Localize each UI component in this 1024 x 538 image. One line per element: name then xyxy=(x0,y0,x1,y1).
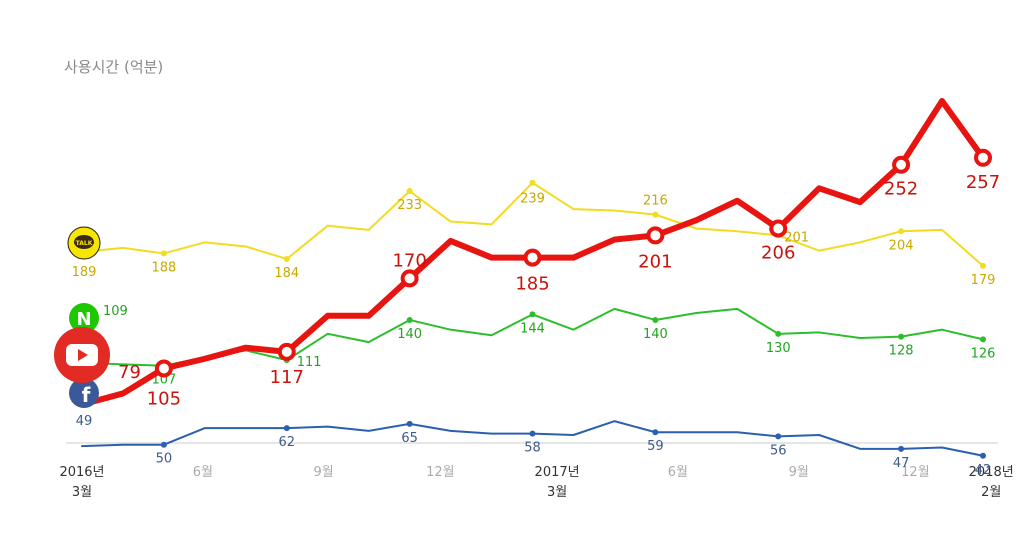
data-point xyxy=(283,255,290,262)
data-point xyxy=(652,429,659,436)
data-point xyxy=(529,179,536,186)
data-label: 170 xyxy=(392,250,426,271)
facebook-icon xyxy=(69,378,99,408)
data-label: 252 xyxy=(884,179,918,200)
chart-title: 사용시간 (억분) xyxy=(64,58,164,76)
data-label: 204 xyxy=(889,238,914,253)
data-label: 201 xyxy=(638,251,672,272)
x-tick-label: 2017년 xyxy=(535,465,580,480)
data-label: 257 xyxy=(966,172,1000,193)
data-point xyxy=(980,336,986,343)
x-tick-label: 3월 xyxy=(547,485,567,500)
x-tick-label: 12월 xyxy=(901,465,930,480)
data-point xyxy=(652,316,659,323)
data-point xyxy=(775,433,782,440)
data-point xyxy=(892,155,911,174)
data-label: 49 xyxy=(76,414,93,429)
data-label: 117 xyxy=(270,367,304,388)
x-tick-label: 2016년 xyxy=(59,465,104,480)
x-tick-label: 3월 xyxy=(72,485,92,500)
data-point xyxy=(775,330,782,337)
data-point xyxy=(283,425,290,432)
data-point xyxy=(406,316,413,323)
data-point xyxy=(769,219,788,238)
x-tick-label: 9월 xyxy=(314,465,334,480)
data-label: 179 xyxy=(971,273,996,288)
data-label: 56 xyxy=(770,443,787,458)
kakaotalk-bubble xyxy=(74,235,94,249)
data-point xyxy=(646,226,665,245)
x-tick-label: 6월 xyxy=(193,465,213,480)
kakaotalk-icon-text: TALK xyxy=(76,240,93,247)
x-tick-label: 9월 xyxy=(789,465,809,480)
data-point xyxy=(898,333,905,340)
data-point xyxy=(160,250,167,257)
x-tick-label: 2월 xyxy=(981,485,1001,500)
data-point xyxy=(974,148,992,167)
data-label: 233 xyxy=(397,198,422,213)
data-point xyxy=(529,430,536,437)
data-label: 42 xyxy=(975,463,992,478)
youtube-play-triangle xyxy=(78,349,88,361)
data-point xyxy=(406,188,413,195)
data-label: 126 xyxy=(971,346,996,361)
naver-icon-text: N xyxy=(76,309,91,330)
data-label: 239 xyxy=(520,192,545,207)
data-label: 50 xyxy=(156,452,173,467)
data-point xyxy=(160,441,167,448)
data-point xyxy=(898,228,905,235)
data-label: 140 xyxy=(643,327,668,342)
facebook-icon-text: f xyxy=(82,383,91,407)
data-label: 216 xyxy=(643,194,668,209)
data-label: 58 xyxy=(524,441,541,456)
data-label: 144 xyxy=(520,321,545,336)
data-label: 140 xyxy=(397,327,422,342)
data-label: 62 xyxy=(278,435,295,450)
data-point xyxy=(980,452,986,459)
x-tick-label: 6월 xyxy=(668,465,688,480)
data-label: 109 xyxy=(103,304,128,319)
data-label: 189 xyxy=(72,265,97,280)
x-tick-label: 12월 xyxy=(426,465,455,480)
data-point xyxy=(400,269,419,288)
data-label: 65 xyxy=(401,431,418,446)
x-tick-label: 2018년 xyxy=(969,465,1014,480)
data-label: 130 xyxy=(766,341,791,356)
data-label: 107 xyxy=(151,373,176,388)
data-point xyxy=(406,420,413,427)
data-point xyxy=(652,211,659,218)
data-label: 184 xyxy=(274,266,299,281)
data-label: 59 xyxy=(647,439,664,454)
data-label: 111 xyxy=(297,355,322,370)
data-point xyxy=(277,342,296,361)
data-point xyxy=(980,262,986,269)
naver-icon xyxy=(69,303,99,333)
data-point xyxy=(898,445,905,452)
data-label: 188 xyxy=(151,260,176,275)
data-label: 105 xyxy=(147,388,181,409)
data-label: 201 xyxy=(784,230,809,245)
data-point xyxy=(154,359,173,378)
data-label: 206 xyxy=(761,242,795,263)
data-point xyxy=(529,311,536,318)
data-point xyxy=(523,248,542,267)
data-label: 185 xyxy=(515,274,549,295)
data-label: 79 xyxy=(118,362,141,383)
data-label: 128 xyxy=(889,344,914,359)
data-label: 47 xyxy=(893,456,910,471)
